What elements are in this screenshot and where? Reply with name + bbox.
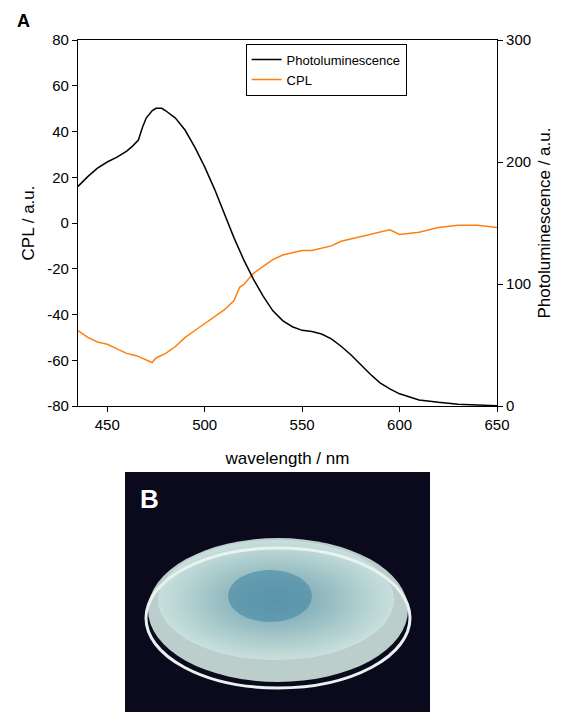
svg-text:Photoluminescence / a.u.: Photoluminescence / a.u.: [535, 128, 554, 319]
svg-text:450: 450: [95, 416, 120, 433]
svg-text:550: 550: [290, 416, 315, 433]
svg-text:CPL / a.u.: CPL / a.u.: [19, 186, 38, 261]
svg-text:-80: -80: [47, 397, 69, 414]
svg-text:wavelength / nm: wavelength / nm: [225, 449, 350, 468]
svg-text:60: 60: [52, 77, 69, 94]
svg-text:A: A: [17, 11, 30, 31]
svg-text:CPL: CPL: [287, 73, 312, 88]
svg-text:B: B: [140, 484, 159, 514]
svg-text:40: 40: [52, 123, 69, 140]
svg-text:300: 300: [506, 31, 531, 48]
svg-text:600: 600: [387, 416, 412, 433]
svg-text:-40: -40: [47, 306, 69, 323]
svg-text:Photoluminescence: Photoluminescence: [287, 53, 400, 68]
svg-text:100: 100: [506, 275, 531, 292]
svg-text:0: 0: [506, 397, 514, 414]
svg-text:80: 80: [52, 31, 69, 48]
svg-text:-20: -20: [47, 260, 69, 277]
svg-text:0: 0: [61, 214, 69, 231]
svg-text:20: 20: [52, 169, 69, 186]
svg-text:200: 200: [506, 153, 531, 170]
svg-text:-60: -60: [47, 352, 69, 369]
svg-text:500: 500: [192, 416, 217, 433]
svg-text:650: 650: [484, 416, 509, 433]
